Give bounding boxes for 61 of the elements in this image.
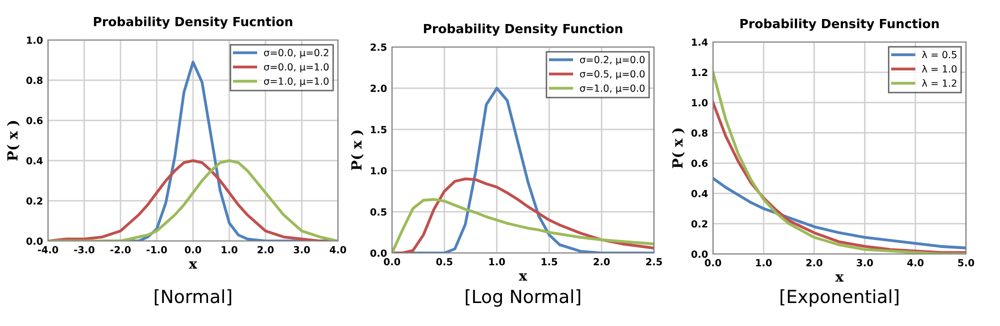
- y-tick-label: 0.8: [26, 76, 43, 84]
- y-tick-label: 1.2: [692, 68, 708, 76]
- y-tick-label: 0.8: [691, 129, 708, 137]
- x-tick-label: -2.0: [110, 246, 131, 254]
- y-tick-label: 0.0: [26, 237, 43, 245]
- x-tick-label: 2.0: [594, 258, 610, 266]
- x-tick-label: 1.0: [489, 258, 505, 266]
- y-tick-label: 1.0: [371, 167, 387, 174]
- y-tick-label: 1.0: [27, 36, 43, 44]
- x-axis-title: x: [835, 274, 844, 282]
- x-tick-label: 3.0: [856, 259, 873, 266]
- x-axis-title: x: [518, 273, 528, 281]
- legend-label: σ=1.0, μ=1.0: [264, 77, 329, 87]
- text: [Normal]: [154, 289, 232, 306]
- legend-label: λ = 1.2: [922, 79, 956, 87]
- y-axis-title: P( x ): [672, 128, 685, 168]
- x-tick-label: 1.0: [222, 246, 238, 254]
- y-tick-label: 2.5: [370, 43, 386, 51]
- y-tick-label: 1.4: [692, 38, 708, 46]
- y-tick-label: 0.6: [691, 160, 708, 167]
- y-tick-label: 0.4: [26, 157, 43, 164]
- y-tick-label: 0.5: [370, 208, 386, 216]
- y-tick-label: 0.4: [691, 190, 708, 198]
- text: [Log Normal]: [466, 289, 580, 307]
- y-axis-title: P( x ): [6, 121, 20, 161]
- chart-title: Probability Density Fucntion: [94, 16, 292, 29]
- x-tick-label: 2.0: [806, 259, 822, 266]
- y-axis-title: P( x ): [350, 130, 364, 170]
- legend-label: σ=0.0, μ=1.0: [264, 63, 329, 72]
- y-tick-label: 0.2: [691, 220, 708, 228]
- x-tick-label: 1.0: [756, 259, 772, 266]
- line-series: [713, 176, 966, 250]
- text: [Exponential]: [780, 289, 898, 307]
- x-tick-label: 2.0: [258, 246, 274, 254]
- x-axis-title: x: [188, 261, 198, 269]
- x-tick-label: -4.0: [38, 246, 58, 254]
- x-tick-label: 4.0: [330, 246, 346, 254]
- x-tick-label: 0.5: [436, 258, 452, 266]
- legend-label: σ=0.2, μ=0.0: [580, 56, 645, 66]
- x-tick-label: -3.0: [74, 246, 94, 254]
- legend-label: λ = 0.5: [922, 50, 956, 58]
- x-tick-label: 0.0: [704, 259, 722, 266]
- y-tick-label: 2.0: [370, 84, 387, 92]
- y-tick-label: 0.2: [26, 197, 42, 205]
- legend-label: σ=0.0, μ=0.2: [264, 48, 328, 58]
- legend-label: σ=0.5, μ=0.0: [580, 70, 645, 80]
- x-tick-label: 3.0: [294, 246, 310, 254]
- x-tick-label: 2.5: [646, 258, 662, 266]
- chart-title: Probability Density Function: [424, 24, 622, 36]
- y-tick-label: 1.5: [371, 126, 386, 134]
- legend-label: σ=1.0, μ=0.0: [580, 84, 645, 94]
- y-tick-label: 1.0: [692, 99, 708, 106]
- y-tick-label: 0.6: [26, 116, 43, 124]
- x-tick-label: 1.5: [542, 258, 558, 266]
- chart-title: Probability Density Function: [740, 18, 939, 31]
- legend-label: λ = 1.0: [922, 65, 957, 73]
- x-tick-label: 0.0: [384, 258, 400, 266]
- x-tick-label: 0.0: [184, 246, 202, 254]
- x-tick-label: 4.0: [907, 259, 924, 266]
- x-tick-label: -1.0: [146, 246, 167, 254]
- x-tick-label: 5.0: [958, 259, 974, 266]
